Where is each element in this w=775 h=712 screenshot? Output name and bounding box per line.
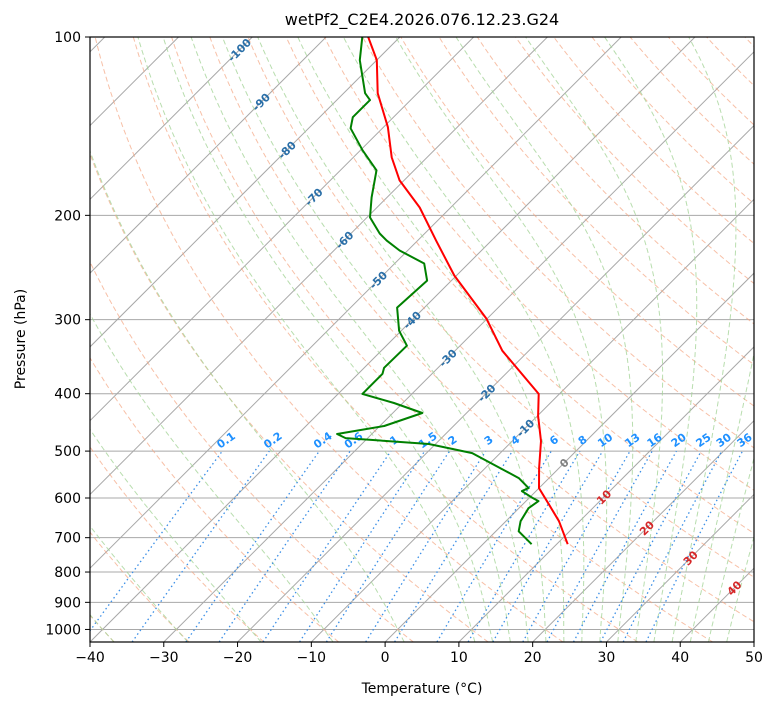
x-tick-label: −10	[297, 650, 327, 666]
y-tick-label: 800	[54, 565, 81, 581]
x-tick-label: 50	[745, 650, 763, 666]
y-tick-label: 200	[54, 208, 81, 224]
x-tick-label: 40	[671, 650, 689, 666]
y-tick-label: 1000	[45, 622, 81, 638]
y-tick-label: 600	[54, 491, 81, 507]
y-tick-label: 500	[54, 444, 81, 460]
x-tick-label: 30	[598, 650, 616, 666]
x-tick-label: 20	[524, 650, 542, 666]
y-tick-label: 300	[54, 313, 81, 329]
y-tick-label: 400	[54, 387, 81, 403]
isotherm-line	[754, 37, 775, 642]
x-tick-label: 10	[450, 650, 468, 666]
plot-background	[90, 37, 754, 642]
x-tick-label: 0	[381, 650, 390, 666]
x-tick-label: −20	[223, 650, 253, 666]
x-axis-label: Temperature (°C)	[361, 681, 483, 697]
y-tick-label: 900	[54, 595, 81, 611]
y-axis-label: Pressure (hPa)	[13, 289, 29, 389]
chart-title: wetPf2_C2E4.2026.076.12.23.G24	[285, 10, 559, 30]
y-tick-label: 700	[54, 531, 81, 547]
x-tick-label: −30	[149, 650, 179, 666]
x-tick-label: −40	[75, 650, 105, 666]
y-tick-label: 100	[54, 30, 81, 46]
